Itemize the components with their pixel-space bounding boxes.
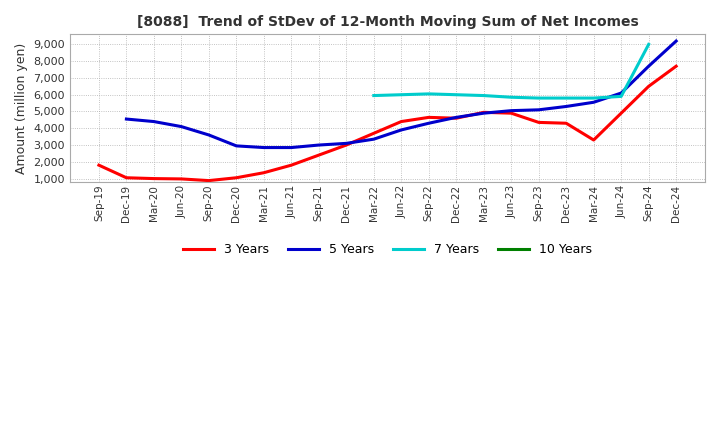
5 Years xyxy=(534,107,543,113)
3 Years xyxy=(534,120,543,125)
7 Years xyxy=(397,92,405,97)
5 Years xyxy=(122,117,131,122)
5 Years xyxy=(259,145,268,150)
3 Years xyxy=(590,137,598,143)
3 Years xyxy=(204,178,213,183)
3 Years xyxy=(232,175,240,180)
3 Years xyxy=(150,176,158,181)
5 Years xyxy=(644,63,653,69)
7 Years xyxy=(369,93,378,98)
5 Years xyxy=(397,127,405,132)
7 Years xyxy=(617,94,626,99)
7 Years xyxy=(534,95,543,101)
7 Years xyxy=(452,92,461,97)
5 Years xyxy=(369,136,378,142)
3 Years xyxy=(562,121,570,126)
3 Years xyxy=(287,162,296,168)
5 Years xyxy=(617,90,626,95)
5 Years xyxy=(150,119,158,124)
7 Years xyxy=(562,95,570,101)
3 Years xyxy=(259,170,268,176)
3 Years xyxy=(122,175,131,180)
3 Years xyxy=(315,153,323,158)
5 Years xyxy=(315,143,323,148)
5 Years xyxy=(177,124,186,129)
5 Years xyxy=(480,110,488,116)
3 Years xyxy=(342,143,351,148)
Line: 3 Years: 3 Years xyxy=(99,66,676,180)
Line: 7 Years: 7 Years xyxy=(374,44,649,98)
5 Years xyxy=(507,108,516,113)
3 Years xyxy=(644,84,653,89)
3 Years xyxy=(94,162,103,168)
5 Years xyxy=(232,143,240,149)
3 Years xyxy=(672,63,680,69)
5 Years xyxy=(287,145,296,150)
5 Years xyxy=(590,99,598,105)
5 Years xyxy=(342,141,351,146)
3 Years xyxy=(424,115,433,120)
7 Years xyxy=(480,93,488,98)
7 Years xyxy=(644,42,653,47)
3 Years xyxy=(397,119,405,124)
3 Years xyxy=(617,110,626,116)
7 Years xyxy=(507,95,516,100)
7 Years xyxy=(590,95,598,101)
3 Years xyxy=(177,176,186,182)
5 Years xyxy=(452,115,461,120)
Y-axis label: Amount (million yen): Amount (million yen) xyxy=(15,43,28,174)
5 Years xyxy=(672,38,680,44)
5 Years xyxy=(424,121,433,126)
5 Years xyxy=(562,104,570,109)
7 Years xyxy=(424,91,433,96)
3 Years xyxy=(369,131,378,136)
3 Years xyxy=(507,110,516,116)
5 Years xyxy=(204,132,213,138)
3 Years xyxy=(480,110,488,115)
Title: [8088]  Trend of StDev of 12-Month Moving Sum of Net Incomes: [8088] Trend of StDev of 12-Month Moving… xyxy=(137,15,639,29)
Legend: 3 Years, 5 Years, 7 Years, 10 Years: 3 Years, 5 Years, 7 Years, 10 Years xyxy=(178,238,598,261)
3 Years xyxy=(452,116,461,121)
Line: 5 Years: 5 Years xyxy=(127,41,676,147)
